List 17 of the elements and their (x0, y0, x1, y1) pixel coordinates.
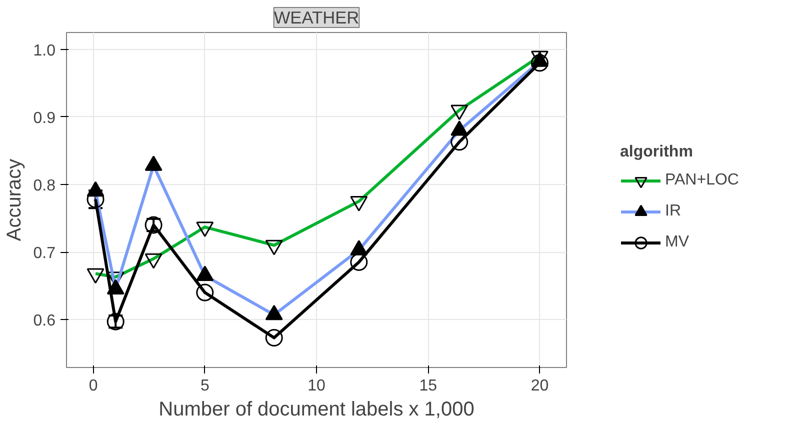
y-axis-title: Accuracy (3, 158, 26, 242)
legend-label: PAN+LOC (665, 170, 739, 190)
y-tick-label: 0.7 (33, 245, 56, 262)
legend-label: MV (665, 232, 690, 252)
y-tick-label: 0.6 (33, 312, 56, 330)
x-tick-label: 5 (200, 378, 210, 394)
legend-title: algorithm (620, 143, 694, 161)
y-tick-label: 1.0 (33, 42, 56, 60)
x-axis-title: Number of document labels x 1,000 (158, 398, 474, 420)
chart-title: WEATHER (274, 8, 360, 28)
x-tick-label: 0 (88, 378, 98, 394)
legend-label: IR (665, 201, 682, 221)
x-tick-label: 10 (308, 378, 326, 394)
x-tick-label: 20 (530, 378, 549, 394)
x-tick-label: 15 (419, 378, 438, 394)
y-tick-label: 0.9 (33, 110, 56, 127)
y-tick-label: 0.8 (33, 177, 56, 194)
